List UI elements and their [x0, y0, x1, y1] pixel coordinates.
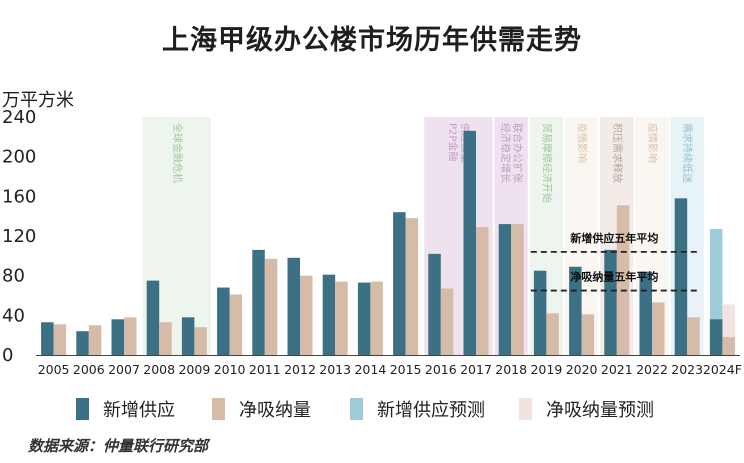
supply-bar	[287, 257, 300, 355]
event-band-label: 积压需求释放	[611, 123, 624, 183]
supply-bar	[428, 253, 441, 355]
chart-legend: 新增供应 净吸纳量 新增供应预测 净吸纳量预测	[0, 396, 744, 424]
supply-bar	[604, 249, 617, 355]
bar-chart: 全球金融危机P2P金融供应放量经济稳定增长联合办公扩张贸易摩擦经济开始疫情影响积…	[2, 107, 742, 377]
supply-bar	[639, 271, 652, 355]
x-tick-label: 2018	[495, 362, 527, 377]
supply-bar	[463, 130, 476, 355]
legend-supply-forecast: 新增供应预测	[350, 396, 485, 422]
y-tick-label: 80	[2, 266, 25, 287]
x-tick-label: 2013	[319, 362, 351, 377]
x-tick-label: 2014	[354, 362, 386, 377]
event-band-label: 全球金融危机	[171, 123, 184, 183]
event-band-label: 经济稳定增长	[499, 123, 512, 183]
x-tick-label: 2024F	[703, 362, 742, 377]
x-tick-label: 2021	[601, 362, 633, 377]
supply-bar	[357, 282, 371, 355]
x-tick-label: 2007	[108, 362, 140, 377]
legend-swatch	[350, 398, 363, 420]
source-note: 数据来源：仲量联行研究部	[28, 437, 209, 455]
absorption-bar	[124, 317, 137, 355]
absorption-bar	[511, 224, 524, 355]
absorption-bar	[581, 314, 595, 355]
absorption-bar	[300, 275, 313, 355]
x-tick-label: 2005	[38, 362, 70, 377]
absorption-bar	[335, 281, 348, 355]
legend-swatch	[76, 398, 89, 420]
legend-label: 新增供应预测	[377, 400, 485, 421]
absorption-bar	[370, 281, 383, 355]
supply-bar	[111, 319, 124, 355]
x-tick-label: 2011	[249, 362, 281, 377]
supply-bar	[533, 270, 547, 355]
absorption-bar	[546, 313, 559, 355]
y-tick-label: 160	[2, 186, 36, 207]
x-tick-label: 2022	[636, 362, 668, 377]
x-tick-label: 2019	[530, 362, 562, 377]
supply-bar	[674, 198, 688, 355]
absorption-bar	[159, 322, 172, 355]
absorption-bar	[194, 327, 207, 355]
absorption-bar	[440, 288, 454, 355]
supply-bar	[76, 331, 89, 355]
x-tick-label: 2010	[214, 362, 246, 377]
y-tick-label: 200	[2, 147, 36, 168]
event-band-label: 疫情影响	[646, 123, 659, 163]
legend-swatch	[212, 398, 225, 420]
y-tick-label: 0	[2, 345, 13, 366]
y-axis-unit: 万平方米	[2, 90, 74, 111]
absorption-bar	[687, 317, 700, 355]
absorption-bar	[229, 294, 243, 355]
x-tick-label: 2008	[143, 362, 175, 377]
event-band-label: 需求持续低迷	[681, 123, 694, 183]
absorption-bar	[722, 337, 735, 355]
supply-bar	[217, 287, 230, 355]
legend-label: 净吸纳量预测	[546, 400, 654, 421]
legend-absorption-forecast: 净吸纳量预测	[519, 396, 654, 422]
reference-line-label: 净吸纳量五年平均	[570, 270, 658, 284]
supply-bar	[41, 322, 54, 355]
event-band-label: 贸易摩擦经济开始	[540, 123, 553, 203]
supply-bar	[569, 266, 582, 355]
supply-bar	[498, 224, 512, 355]
x-tick-label: 2016	[425, 362, 457, 377]
x-tick-label: 2017	[460, 362, 492, 377]
event-band-label: 联合办公扩张	[511, 123, 524, 183]
x-tick-label: 2023	[671, 362, 703, 377]
absorption-bar	[476, 227, 489, 355]
y-tick-label: 240	[2, 107, 36, 128]
legend-supply: 新增供应	[76, 396, 175, 422]
event-band-label: P2P金融	[446, 123, 459, 161]
supply-bar	[181, 317, 195, 355]
reference-line-label: 新增供应五年平均	[570, 231, 658, 245]
supply-bar	[709, 319, 723, 355]
supply-bar	[322, 274, 336, 355]
absorption-bar	[53, 324, 67, 355]
absorption-bar	[405, 218, 419, 355]
legend-label: 新增供应	[103, 400, 175, 421]
legend-absorption: 净吸纳量	[212, 396, 311, 422]
absorption-bar	[652, 302, 665, 355]
x-tick-label: 2009	[178, 362, 210, 377]
chart-title: 上海甲级办公楼市场历年供需走势	[162, 25, 582, 56]
supply-bar	[252, 249, 265, 355]
absorption-bar	[264, 258, 278, 355]
x-tick-label: 2006	[73, 362, 105, 377]
absorption-bar	[616, 205, 630, 355]
absorption-bar	[88, 325, 102, 355]
legend-label: 净吸纳量	[239, 400, 311, 421]
y-tick-label: 40	[2, 305, 25, 326]
x-tick-label: 2012	[284, 362, 316, 377]
x-tick-label: 2020	[566, 362, 598, 377]
legend-swatch	[519, 398, 532, 420]
supply-bar	[393, 212, 406, 355]
y-tick-label: 120	[2, 226, 36, 247]
event-band-label: 疫情影响	[576, 123, 589, 163]
supply-bar	[146, 280, 160, 355]
x-tick-label: 2015	[390, 362, 422, 377]
